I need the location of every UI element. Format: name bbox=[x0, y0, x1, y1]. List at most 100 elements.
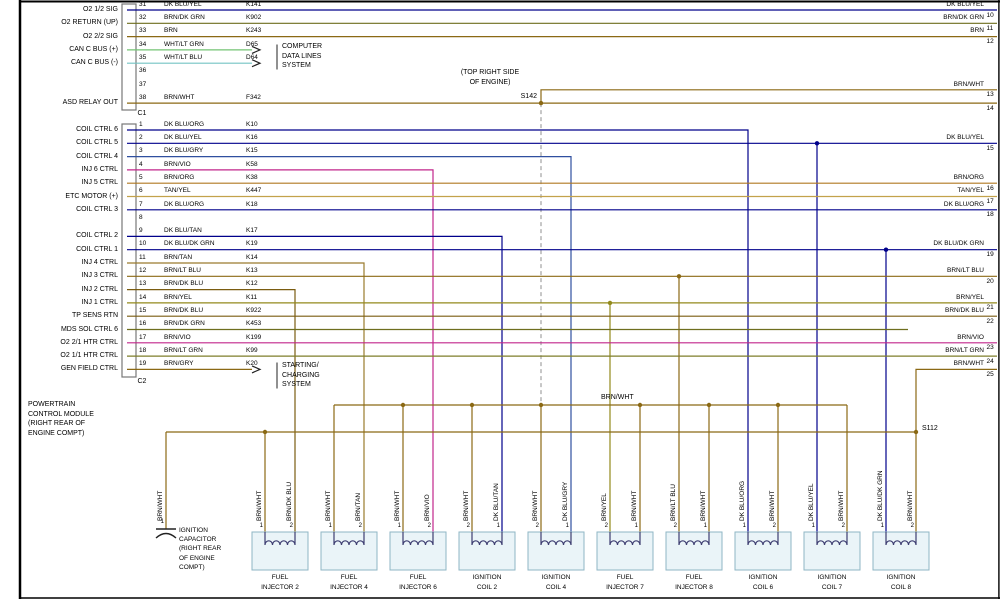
wire bbox=[915, 368, 997, 432]
pin-number: 12 bbox=[139, 267, 147, 274]
pin-function-label: TP SENS RTN bbox=[71, 312, 118, 320]
component-label: COIL 7 bbox=[821, 583, 843, 591]
inductor-symbol bbox=[471, 532, 503, 546]
vertical-wire-label: BRN/WHT bbox=[769, 490, 776, 521]
pin-number: 5 bbox=[139, 173, 143, 181]
component-label: FUEL bbox=[271, 574, 289, 581]
component-label: COIL 2 bbox=[476, 583, 498, 591]
pin-number: 16 bbox=[139, 320, 147, 328]
circuit-code: K19 bbox=[246, 240, 258, 248]
pin-number: 34 bbox=[139, 40, 147, 48]
edge-wire-number: 10 bbox=[986, 11, 994, 19]
wire-color-label: TAN/YEL bbox=[164, 187, 191, 195]
edge-wire-number: 11 bbox=[986, 24, 994, 32]
edge-wire-label: DK BLU/YEL bbox=[946, 134, 984, 141]
circuit-code: K447 bbox=[246, 187, 262, 195]
inductor-symbol bbox=[816, 532, 848, 546]
starting-charging-system-label: CHARGING bbox=[282, 371, 320, 379]
vertical-wire-label: BRN/WHT bbox=[907, 490, 914, 521]
component-pin-number: 1 bbox=[634, 523, 638, 530]
vertical-wire-label: BRN/TAN bbox=[355, 492, 362, 521]
wire-color-label: DK BLU/ORG bbox=[164, 200, 205, 208]
component-label: INJECTOR 4 bbox=[330, 583, 368, 591]
pin-number: 32 bbox=[139, 14, 147, 21]
pin-function-label: CAN C BUS (-) bbox=[70, 59, 118, 67]
vertical-wire-label: BRN/WHT bbox=[256, 490, 263, 521]
component-label: INJECTOR 6 bbox=[399, 583, 437, 591]
wire-color-label: WHT/LT GRN bbox=[164, 40, 204, 48]
pin-function-label: COIL CTRL 2 bbox=[76, 232, 118, 240]
edge-wire-label: DK BLU/YEL bbox=[946, 0, 984, 8]
bus-wire-color-label: BRN/WHT bbox=[601, 393, 634, 401]
pin-number: 37 bbox=[139, 80, 147, 88]
circuit-code: K11 bbox=[246, 293, 258, 301]
wire-color-label: DK BLU/ORG bbox=[164, 120, 205, 128]
component-label: IGNITION bbox=[817, 574, 847, 581]
edge-wire-number: 12 bbox=[986, 38, 994, 46]
component-fuel-injector-2 bbox=[251, 531, 309, 571]
splice-dot bbox=[607, 300, 613, 306]
pin-number: 19 bbox=[139, 360, 147, 368]
component-ignition-coil-6 bbox=[734, 531, 792, 571]
circuit-code: K58 bbox=[246, 160, 258, 168]
splice-dot bbox=[814, 141, 820, 146]
arrowhead bbox=[251, 365, 262, 374]
inductor-symbol bbox=[747, 532, 779, 546]
inductor-symbol bbox=[540, 532, 572, 546]
pin-number: 33 bbox=[139, 27, 147, 35]
wire bbox=[127, 156, 572, 532]
splice-dot bbox=[775, 402, 781, 408]
edge-wire-number: 15 bbox=[986, 144, 994, 152]
component-label: COIL 4 bbox=[545, 583, 567, 591]
inductor-symbol bbox=[885, 532, 917, 546]
pin-function-label: O2 2/1 HTR CTRL bbox=[60, 338, 118, 346]
component-label: FUEL bbox=[409, 574, 427, 581]
wire-color-label: BRN/DK GRN bbox=[164, 14, 205, 21]
component-pin-number: 2 bbox=[358, 523, 362, 530]
pin-function-label: INJ 6 CTRL bbox=[81, 165, 118, 173]
vertical-wire-label: BRN/WHT bbox=[325, 490, 332, 521]
pin-function-label: O2 1/1 HTR CTRL bbox=[60, 352, 118, 360]
vertical-wire-label: DK BLU/YEL bbox=[808, 483, 815, 521]
component-label: IGNITION bbox=[748, 574, 778, 581]
component-pin-number: 1 bbox=[259, 523, 263, 530]
inductor-symbol bbox=[678, 532, 710, 546]
vertical-wire-label: DK BLU/ORG bbox=[739, 480, 746, 521]
splice-dot bbox=[883, 247, 889, 252]
pcm-title: POWERTRAIN bbox=[28, 401, 76, 408]
pin-number: 13 bbox=[139, 280, 147, 288]
pin-function-label: COIL CTRL 5 bbox=[76, 139, 118, 147]
pin-function-label: COIL CTRL 4 bbox=[76, 152, 118, 160]
pin-function-label: INJ 3 CTRL bbox=[81, 272, 118, 280]
component-ignition-coil-4 bbox=[527, 531, 585, 571]
capacitor-pin-number: 1 bbox=[160, 518, 164, 525]
wire-color-label: BRN/DK BLU bbox=[164, 306, 204, 314]
pin-number: 7 bbox=[139, 200, 143, 208]
edge-wire-label: BRN bbox=[970, 27, 984, 35]
pcm-title: (RIGHT REAR OF bbox=[28, 420, 86, 427]
pin-number: 15 bbox=[139, 306, 147, 314]
connector-c1-label: C1 bbox=[137, 110, 147, 118]
pin-number: 11 bbox=[139, 253, 146, 261]
inductor-symbol bbox=[333, 532, 365, 546]
edge-wire-label: BRN/LT GRN bbox=[945, 346, 984, 354]
component-fuel-injector-8 bbox=[665, 531, 723, 571]
wire bbox=[127, 289, 296, 532]
vertical-wire-label: BRN/YEL bbox=[601, 493, 608, 521]
pin-number: 10 bbox=[139, 240, 147, 248]
wire bbox=[127, 129, 749, 532]
wire bbox=[127, 235, 503, 532]
edge-wire-label: BRN/DK GRN bbox=[943, 14, 984, 21]
edge-wire-number: 21 bbox=[986, 304, 994, 312]
component-pin-number: 2 bbox=[604, 523, 608, 530]
computer-data-lines-system-label: COMPUTER bbox=[282, 43, 323, 50]
circuit-code: K99 bbox=[246, 346, 258, 354]
wire-color-label: DK BLU/GRY bbox=[164, 147, 204, 155]
vertical-wire-label: BRN/WHT bbox=[838, 490, 845, 521]
arrowhead bbox=[251, 45, 262, 54]
component-label: COIL 8 bbox=[890, 583, 912, 591]
edge-wire-label: BRN/VIO bbox=[957, 333, 984, 341]
component-pin-number: 1 bbox=[811, 523, 815, 530]
